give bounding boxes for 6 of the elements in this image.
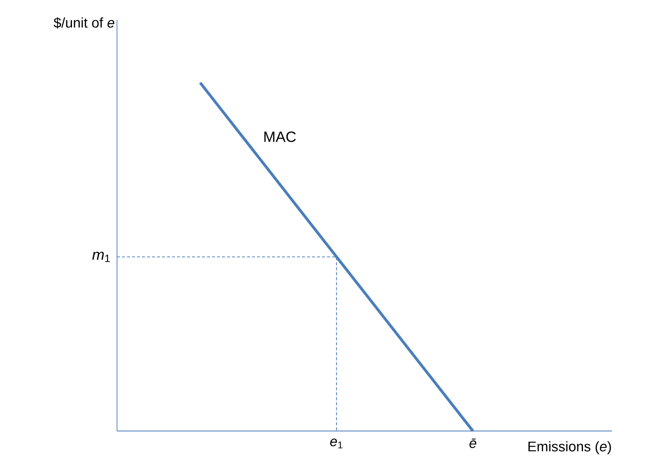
y-axis-title: $/unit of e (54, 17, 114, 28)
x-tick-label: e$_{1}$ (330, 438, 342, 448)
ref-line-label: m$_{1}$ (92, 252, 110, 262)
x-axis-title: Emissions (e) (528, 441, 611, 454)
series-label: MAC (264, 131, 296, 142)
x-tick-label: ē (470, 438, 476, 448)
